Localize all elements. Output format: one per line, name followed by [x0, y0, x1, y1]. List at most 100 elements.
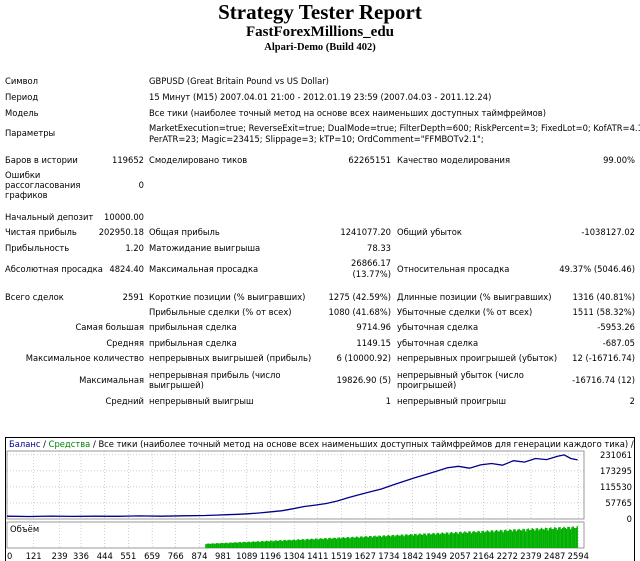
x-tick-label: 1519 — [331, 551, 352, 561]
volume-bar — [305, 539, 308, 548]
report-title: Strategy Tester Report — [218, 0, 422, 24]
volume-bar — [558, 527, 560, 548]
volume-bar — [551, 529, 553, 548]
volume-bar — [547, 530, 549, 548]
avg-cons-wins-value: 1 — [385, 396, 391, 406]
volume-bar — [470, 533, 473, 548]
volume-bar — [287, 540, 289, 548]
volume-bar — [392, 534, 395, 548]
volume-bar — [292, 539, 294, 548]
volume-bar — [349, 538, 351, 548]
volume-bar — [476, 532, 478, 548]
max-drawdown-label: Максимальная просадка — [149, 264, 259, 274]
cons-wins-value: 6 (10000.92) — [336, 353, 392, 363]
volume-bar — [391, 534, 393, 548]
volume-bar — [379, 535, 382, 548]
balance-chart: 231061 173295 115530 57765 0 0 121 239 336 444 55… — [5, 437, 635, 561]
x-tick-label: 1627 — [355, 551, 376, 561]
volume-bar — [260, 541, 263, 548]
volume-bar — [259, 541, 261, 548]
gross-loss-value: -1038127.02 — [581, 227, 635, 237]
volume-bar — [351, 536, 354, 548]
quality-value: 99.00% — [603, 155, 635, 165]
volume-bar — [436, 532, 438, 548]
errors-label: Ошибки рассогласования графиков — [5, 170, 81, 200]
volume-bar — [441, 532, 444, 548]
volume-bar — [428, 533, 430, 548]
volume-bar — [548, 528, 551, 548]
volume-bar — [423, 533, 425, 548]
cons-profit-value: 19826.90 (5) — [336, 375, 392, 385]
volume-bar — [284, 539, 286, 548]
volume-bar — [398, 535, 400, 548]
volume-bar — [555, 527, 557, 548]
volume-bar — [427, 533, 429, 548]
x-tick-label: 2164 — [473, 551, 494, 561]
volume-bar — [263, 541, 265, 548]
volume-bar — [460, 531, 462, 548]
volume-bar — [538, 530, 540, 548]
volume-bar — [326, 539, 329, 548]
volume-bar — [532, 529, 535, 548]
volume-bar — [209, 543, 211, 548]
volume-label: Объём — [10, 524, 39, 534]
volume-bar — [527, 528, 530, 548]
volume-bar — [416, 535, 419, 548]
volume-bar — [333, 537, 335, 548]
volume-bar — [256, 541, 259, 548]
volume-bar — [565, 528, 568, 548]
volume-bar — [345, 538, 347, 548]
volume-bar — [408, 534, 411, 548]
period-label: Период — [5, 92, 39, 102]
gross-profit-label: Общая прибыль — [149, 227, 220, 237]
model-value: Все тики (наиболее точный метод на основ… — [149, 108, 546, 118]
volume-bar — [435, 534, 437, 548]
volume-bar — [247, 541, 249, 548]
volume-bar — [477, 530, 479, 548]
expert-name: FastForexMillions_edu — [245, 24, 395, 40]
volume-bar — [396, 534, 399, 548]
cons-losses-value: 12 (-16716.74) — [572, 353, 635, 363]
volume-bar — [412, 535, 415, 548]
volume-bar — [478, 531, 481, 548]
volume-bar — [248, 541, 251, 548]
volume-bar — [330, 538, 333, 548]
x-tick-label: 2379 — [520, 551, 541, 561]
volume-bar — [214, 543, 216, 548]
volume-bar — [222, 543, 224, 548]
volume-bar — [243, 541, 245, 548]
x-tick-label: 1196 — [260, 551, 281, 561]
net-profit-label: Чистая прибыль — [5, 227, 77, 237]
x-tick-label: 444 — [97, 551, 113, 561]
volume-bar — [506, 531, 508, 548]
volume-bar — [531, 528, 533, 548]
volume-bar — [431, 534, 433, 548]
x-tick-label: 766 — [168, 551, 184, 561]
volume-bar — [297, 539, 300, 548]
symbol-value: GBPUSD (Great Britain Pound vs US Dollar… — [149, 76, 329, 86]
loss-trades-value: 1511 (58.32%) — [572, 307, 635, 317]
volume-bar — [366, 536, 368, 548]
volume-bar — [332, 538, 334, 548]
x-tick-label: 551 — [120, 551, 136, 561]
largest-profit-label: прибыльная сделка — [149, 322, 237, 332]
avg-cons-losses-label: непрерывный проигрыш — [397, 396, 506, 406]
long-positions-label: Длинные позиции (% выигравших) — [397, 292, 552, 302]
volume-bar — [493, 532, 495, 548]
volume-bar — [552, 528, 555, 548]
volume-bar — [262, 540, 264, 548]
volume-bar — [380, 537, 383, 548]
volume-bar — [363, 536, 366, 548]
volume-bar — [301, 539, 304, 548]
model-label: Модель — [5, 108, 39, 118]
volume-bar — [234, 542, 236, 548]
volume-bar — [341, 537, 343, 548]
volume-bar — [402, 534, 404, 548]
volume-bar — [528, 530, 531, 548]
volume-bar — [355, 536, 358, 548]
volume-bar — [235, 542, 237, 548]
ticks-value: 62265151 — [348, 155, 391, 165]
volume-bar — [487, 531, 490, 548]
volume-bar — [546, 528, 548, 548]
volume-bar — [560, 529, 563, 548]
